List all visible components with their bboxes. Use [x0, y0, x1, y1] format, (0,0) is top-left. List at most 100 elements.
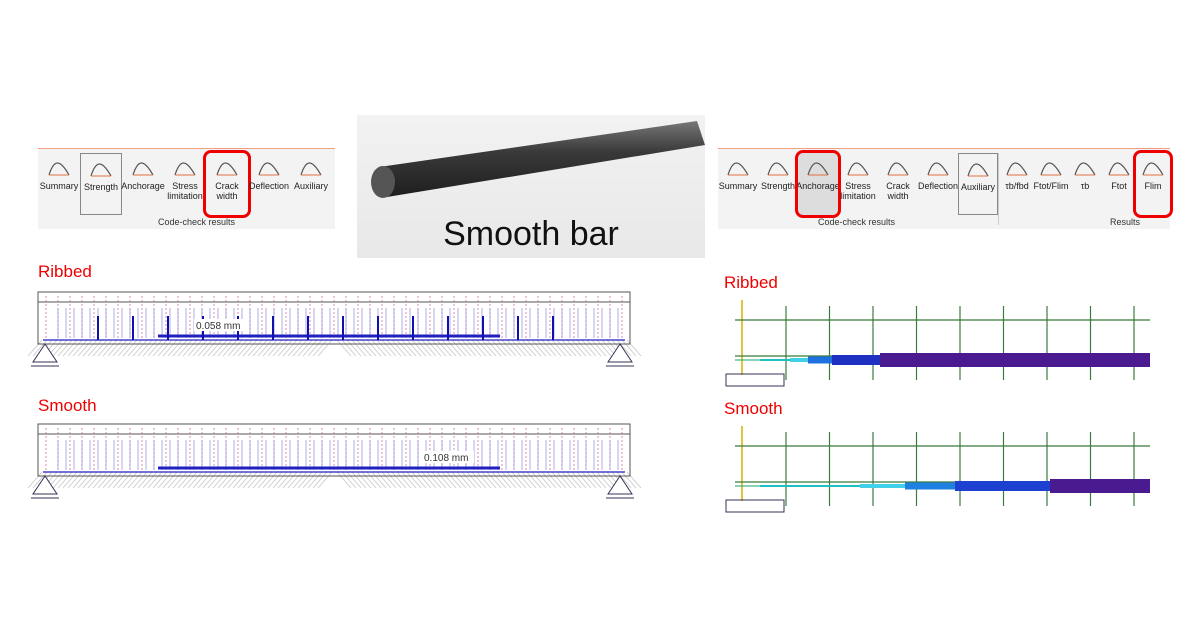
stress-hatch: [222, 471, 238, 489]
stress-hatch: [157, 339, 173, 357]
stress-hatch: [416, 339, 432, 357]
stress-hatch: [52, 471, 68, 489]
stress-hatch: [541, 471, 557, 489]
stress-hatch: [376, 339, 392, 357]
icon: [1006, 162, 1028, 176]
toolbar-button[interactable]: Stress limitation: [838, 153, 878, 215]
button-label: Ftot: [1111, 181, 1127, 191]
button-label: Stress limitation: [840, 181, 876, 201]
stress-hatch: [102, 339, 118, 357]
photo-caption: Smooth bar: [443, 215, 619, 253]
stress-hatch: [501, 471, 517, 489]
stress-hatch: [406, 339, 422, 357]
stress-hatch: [297, 471, 313, 489]
toolbar-button[interactable]: Stress limitation: [164, 153, 206, 215]
stress-hatch: [336, 339, 352, 357]
toolbar-button[interactable]: Auxiliary: [290, 153, 332, 215]
stress-hatch: [172, 471, 188, 489]
stress-hatch: [516, 471, 532, 489]
stress-hatch: [551, 339, 567, 357]
toolbar-button[interactable]: Ftot: [1102, 153, 1136, 215]
stress-hatch: [72, 471, 88, 489]
crack-width-label: 0.058 mm: [196, 321, 240, 332]
stress-hatch: [32, 471, 48, 489]
stress-hatch: [476, 471, 492, 489]
stress-hatch: [162, 339, 178, 357]
stress-hatch: [581, 339, 597, 357]
toolbar-button[interactable]: Deflection: [918, 153, 958, 215]
group-label: Code-check results: [818, 217, 896, 227]
stress-hatch: [621, 471, 637, 489]
toolbar-button[interactable]: τb/fbd: [1000, 153, 1034, 215]
stress-hatch: [292, 339, 308, 357]
stress-hatch: [471, 339, 487, 357]
stress-hatch: [461, 471, 477, 489]
stress-hatch: [132, 339, 148, 357]
stress-hatch: [411, 339, 427, 357]
stress-hatch: [521, 339, 537, 357]
stress-hatch: [476, 339, 492, 357]
button-label: Anchorage: [796, 181, 840, 191]
stress-hatch: [112, 339, 128, 357]
stress-hatch: [222, 339, 238, 357]
toolbar-button[interactable]: τb: [1068, 153, 1102, 215]
stress-hatch: [142, 339, 158, 357]
stress-hatch: [481, 471, 497, 489]
stress-hatch: [312, 471, 328, 489]
toolbar-button[interactable]: Ftot/Flim: [1033, 153, 1069, 215]
stress-hatch: [232, 339, 248, 357]
stress-hatch: [616, 471, 632, 489]
stress-hatch: [67, 339, 83, 357]
toolbar-button[interactable]: Anchorage: [795, 150, 841, 218]
stress-hatch: [72, 339, 88, 357]
stress-hatch: [187, 471, 203, 489]
stress-hatch: [591, 339, 607, 357]
bond-segment: [955, 481, 1050, 491]
support: [32, 475, 58, 495]
stress-hatch: [431, 471, 447, 489]
stress-hatch: [596, 339, 612, 357]
button-label: Ftot/Flim: [1033, 181, 1069, 191]
stress-hatch: [551, 471, 567, 489]
stress-hatch: [87, 339, 103, 357]
icon: [927, 162, 949, 176]
stress-hatch: [247, 471, 263, 489]
stress-hatch: [282, 339, 298, 357]
stress-hatch: [237, 471, 253, 489]
stress-hatch: [67, 471, 83, 489]
stress-hatch: [511, 339, 527, 357]
stress-hatch: [52, 339, 68, 357]
stress-hatch: [122, 339, 138, 357]
stress-hatch: [446, 339, 462, 357]
stress-hatch: [107, 339, 123, 357]
toolbar-button[interactable]: Strength: [758, 153, 798, 215]
toolbar-button[interactable]: Flim: [1133, 150, 1173, 218]
stress-hatch: [541, 339, 557, 357]
stress-hatch: [87, 471, 103, 489]
toolbar-button[interactable]: Crack width: [878, 153, 918, 215]
bond-segment: [880, 353, 1150, 367]
stress-hatch: [302, 471, 318, 489]
toolbar-button[interactable]: Strength: [80, 153, 122, 215]
stress-hatch: [526, 339, 542, 357]
toolbar-button[interactable]: Crack width: [203, 150, 251, 218]
bond-segment: [832, 355, 880, 365]
stress-hatch: [277, 471, 293, 489]
toolbar-button[interactable]: Summary: [38, 153, 80, 215]
stress-hatch: [197, 471, 213, 489]
stress-hatch: [581, 471, 597, 489]
toolbar-button[interactable]: Auxiliary: [958, 153, 998, 215]
stress-hatch: [596, 471, 612, 489]
toolbar-button[interactable]: Anchorage: [121, 153, 165, 215]
stress-hatch: [571, 471, 587, 489]
stress-hatch: [466, 471, 482, 489]
stress-hatch: [232, 471, 248, 489]
beam: [37, 291, 631, 345]
icon: [847, 162, 869, 176]
toolbar-button[interactable]: Deflection: [248, 153, 290, 215]
stress-hatch: [531, 339, 547, 357]
stress-hatch: [77, 339, 93, 357]
toolbar-button[interactable]: Summary: [718, 153, 758, 215]
stress-hatch: [307, 339, 323, 357]
icon: [1074, 162, 1096, 176]
